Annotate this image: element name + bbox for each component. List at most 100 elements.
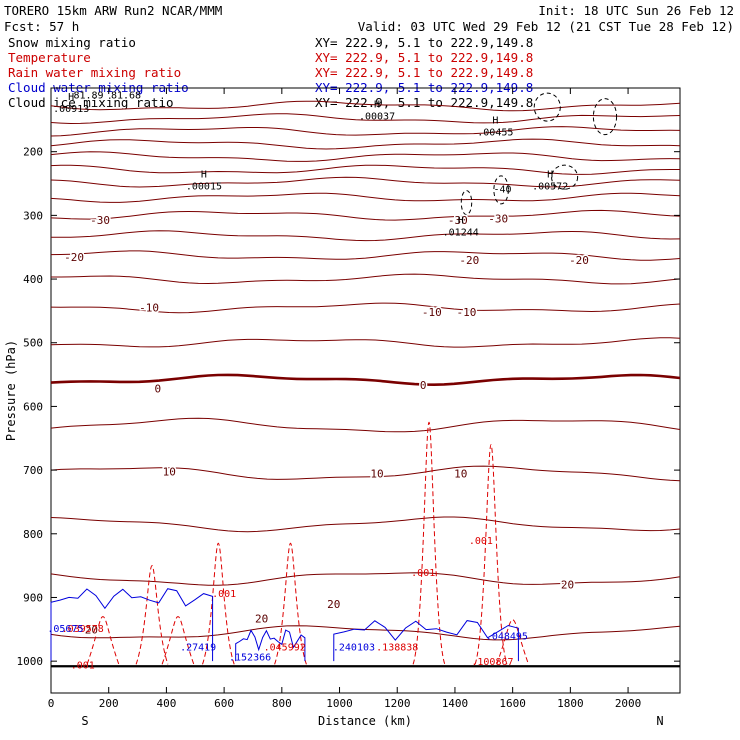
x-tick-label: 2000 <box>615 697 642 710</box>
temperature-contour <box>50 417 681 433</box>
temperature-label: -20 <box>64 251 84 264</box>
rain-label: .100867 <box>471 657 513 668</box>
rain-label: .045992 <box>264 643 306 654</box>
ice-max-label: .00015 <box>186 182 222 193</box>
legend-snow-xy: XY= 222.9, 5.1 to 222.9,149.8 <box>315 35 533 50</box>
header-init: Init: 18 UTC Sun 26 Feb 12 <box>538 3 734 18</box>
temperature-contour <box>50 164 680 175</box>
temperature-contour <box>50 230 681 242</box>
temperature-contour <box>50 192 681 203</box>
temperature-label: -30 <box>90 214 110 227</box>
cloud-ice-contour <box>533 92 561 122</box>
top-contour-label: 81.89 <box>73 90 103 101</box>
temperature-label: -30 <box>448 214 468 227</box>
x-axis-label: Distance (km) <box>318 714 412 728</box>
x-tick-label: 400 <box>156 697 176 710</box>
temperature-contour <box>50 100 681 112</box>
temperature-label: 20 <box>255 612 268 625</box>
x-tick-label: 1400 <box>442 697 469 710</box>
temperature-contour <box>50 465 681 482</box>
cloud-ice-contour <box>493 175 509 205</box>
y-tick-label: 400 <box>23 273 43 286</box>
cloud-water-label: .27419 <box>180 643 216 654</box>
temperature-contour <box>50 516 681 533</box>
header-forecast: Fcst: 57 h <box>4 19 79 34</box>
ice-max-label: .00913 <box>53 104 89 115</box>
cloud-water-label: .152366 <box>229 653 271 664</box>
y-tick-label: 600 <box>23 400 43 413</box>
x-tick-label: 1600 <box>499 697 526 710</box>
rain-contour <box>202 542 235 665</box>
temperature-contour <box>50 151 681 162</box>
temperature-contour <box>50 209 681 221</box>
rain-label: .138838 <box>376 643 418 654</box>
temperature-label: -20 <box>459 254 479 267</box>
temperature-label: -10 <box>457 306 477 319</box>
top-contour-label: 81.68 <box>111 90 141 101</box>
temperature-contour <box>50 113 681 125</box>
legend-cloud-ice: Cloud ice mixing ratio <box>8 95 174 110</box>
cloud-water-contour <box>235 629 306 662</box>
x-tick-label: 0 <box>48 697 55 710</box>
ice-max-label: .00037 <box>359 111 395 122</box>
temperature-label: -10 <box>139 302 159 315</box>
rain-label: .039578 <box>62 624 104 635</box>
rain-label: .001 <box>212 589 236 600</box>
temperature-label: 10 <box>370 467 383 480</box>
cloud-water-contour <box>333 620 519 662</box>
x-tick-label: 1000 <box>326 697 353 710</box>
header-title: TORERO 15km ARW Run2 NCAR/MMM <box>4 3 222 18</box>
temperature-label: 0 <box>420 379 427 392</box>
y-tick-label: 700 <box>23 464 43 477</box>
cloud-water-label: .05675 <box>47 624 83 635</box>
legend-snow: Snow mixing ratio <box>8 35 136 50</box>
cloud-water-contour <box>50 588 214 662</box>
temperature-label: 10 <box>454 467 467 480</box>
rain-contour <box>274 542 307 665</box>
x-tick-label: 800 <box>272 697 292 710</box>
legend-temperature-xy: XY= 222.9, 5.1 to 222.9,149.8 <box>315 50 533 65</box>
ice-max-marker: H <box>492 115 498 126</box>
header-valid: Valid: 03 UTC Wed 29 Feb 12 (21 CST Tue … <box>358 19 734 34</box>
legend-rain: Rain water mixing ratio <box>8 65 181 80</box>
temperature-label: 0 <box>154 383 161 396</box>
temperature-contour <box>50 625 681 641</box>
legend-temperature: Temperature <box>8 50 91 65</box>
temperature-label: -30 <box>488 213 508 226</box>
ice-max-label: .01244 <box>443 227 479 238</box>
temperature-label: -20 <box>569 254 589 267</box>
cloud-ice-contour <box>460 190 473 216</box>
rain-contour <box>496 619 529 665</box>
y-tick-label: 1000 <box>17 655 44 668</box>
plot-area: 0 200 400 600 800 1000 1200 1400 1600 1800 2000200… <box>4 87 681 728</box>
cloud-water-label: .048495 <box>486 632 528 643</box>
cloud-ice-contour <box>551 164 579 190</box>
ice-max-marker: H <box>458 215 464 226</box>
rain-contour <box>86 616 120 665</box>
temperature-contour <box>50 126 681 137</box>
temperature-contour <box>50 572 681 586</box>
ice-max-marker: H <box>547 170 553 181</box>
temperature-contour <box>50 176 681 188</box>
temperature-label: 10 <box>163 465 176 478</box>
legend-rain-xy: XY= 222.9, 5.1 to 222.9,149.8 <box>315 65 533 80</box>
x-tick-label: 600 <box>214 697 234 710</box>
ice-max-marker: H <box>68 92 74 103</box>
temperature-label: 20 <box>327 598 340 611</box>
end-label-south: S <box>81 714 88 728</box>
y-tick-label: 800 <box>23 528 43 541</box>
rain-contour <box>161 616 195 665</box>
y-tick-label: 500 <box>23 337 43 350</box>
y-axis-label: Pressure (hPa) <box>4 340 18 441</box>
y-tick-label: 300 <box>23 209 43 222</box>
temperature-label: 20 <box>561 579 574 592</box>
temperature-contour <box>50 337 681 348</box>
x-tick-label: 1800 <box>557 697 584 710</box>
rain-contour <box>135 565 169 665</box>
temperature-contour <box>50 250 681 261</box>
y-tick-label: 900 <box>23 591 43 604</box>
ice-max-marker: H <box>374 99 380 110</box>
rain-label: .001 <box>71 660 95 671</box>
y-tick-label: 200 <box>23 146 43 159</box>
